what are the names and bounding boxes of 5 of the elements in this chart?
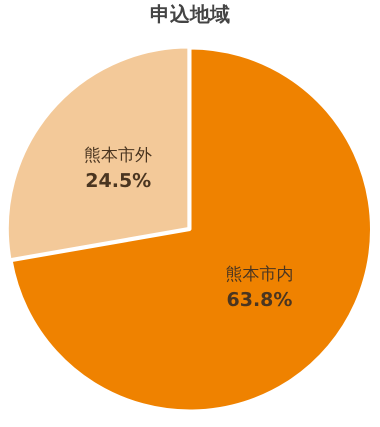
data-label: 24.5% xyxy=(85,170,152,192)
slice-label: 熊本市内 xyxy=(225,264,294,284)
data-label: 63.8% xyxy=(226,288,292,311)
chart-title: 申込地域 xyxy=(150,2,230,26)
slice-label: 熊本市外 xyxy=(84,146,152,166)
